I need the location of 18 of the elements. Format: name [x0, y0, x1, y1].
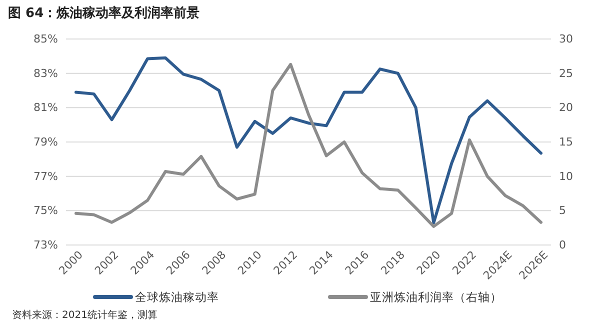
y-tick-label: 77% — [34, 170, 58, 183]
y2-tick-label: 15 — [559, 136, 573, 149]
y2-tick-label: 5 — [559, 204, 566, 218]
y-tick-label: 79% — [34, 136, 58, 149]
text: 资料来源：2021统计年鉴，测算 — [12, 309, 158, 321]
y-tick-label: 83% — [34, 66, 58, 80]
y-tick-label: 85% — [34, 32, 58, 46]
y2-tick-label: 0 — [559, 238, 566, 252]
legend-label: 全球炼油稼动率 — [135, 290, 219, 304]
y-tick-label: 73% — [34, 238, 58, 252]
legend-label: 亚洲炼油利润率（右轴） — [370, 290, 502, 304]
y2-tick-label: 25 — [559, 66, 573, 80]
y2-tick-label: 30 — [559, 32, 573, 46]
y2-tick-label: 20 — [559, 101, 573, 114]
y2-tick-label: 10 — [559, 170, 573, 183]
chart-title: 图 64：炼油稼动率及利润率前景 — [8, 5, 200, 21]
y-tick-label: 81% — [34, 101, 58, 114]
y-tick-label: 75% — [34, 204, 58, 218]
